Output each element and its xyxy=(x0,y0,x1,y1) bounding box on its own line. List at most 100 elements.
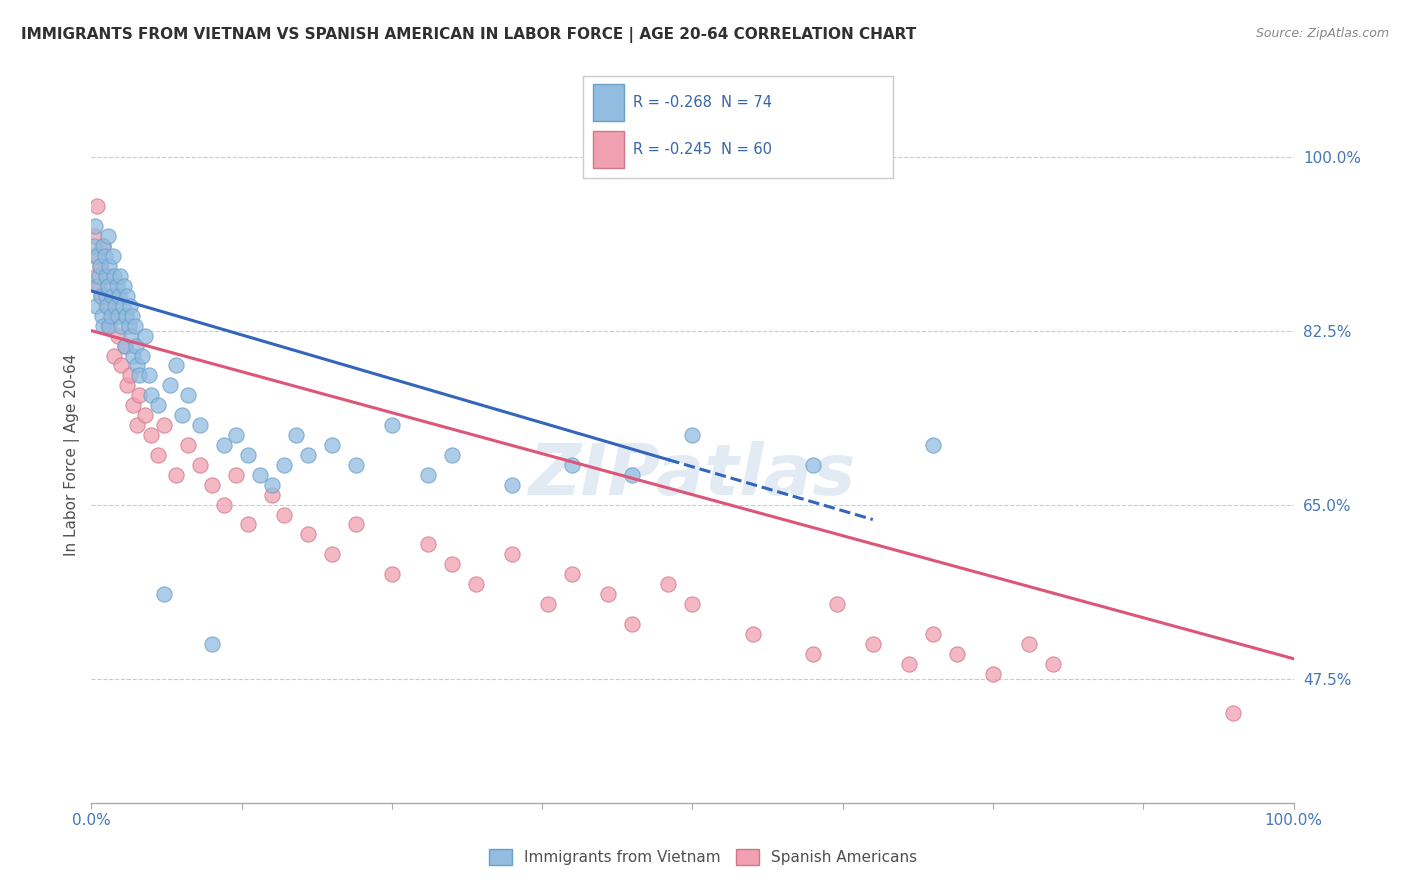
Point xyxy=(128,368,150,383)
Point xyxy=(114,338,136,352)
Point xyxy=(97,318,120,333)
Point xyxy=(152,587,174,601)
Point xyxy=(176,438,198,452)
Point xyxy=(561,567,583,582)
Point xyxy=(1222,706,1244,721)
FancyBboxPatch shape xyxy=(593,131,624,168)
Point xyxy=(93,239,115,253)
Point xyxy=(621,467,644,482)
Point xyxy=(134,408,156,422)
Point xyxy=(138,368,160,383)
Point xyxy=(681,428,703,442)
Point xyxy=(681,597,703,611)
Point xyxy=(125,359,148,373)
Point xyxy=(159,378,181,392)
Point xyxy=(101,309,124,323)
Point xyxy=(440,558,463,572)
Point xyxy=(84,249,107,263)
Point xyxy=(170,408,193,422)
Point xyxy=(273,458,295,472)
Point xyxy=(125,338,148,352)
Point xyxy=(416,537,439,551)
Point xyxy=(862,637,884,651)
Point xyxy=(94,289,117,303)
Point xyxy=(657,577,679,591)
Point xyxy=(124,318,146,333)
Point xyxy=(801,458,824,472)
Point xyxy=(981,666,1004,681)
Point xyxy=(93,239,115,253)
Point xyxy=(416,467,439,482)
Point xyxy=(321,438,343,452)
Point xyxy=(465,577,488,591)
Point xyxy=(537,597,560,611)
Point xyxy=(118,299,141,313)
Point xyxy=(561,458,583,472)
Point xyxy=(83,229,105,244)
Point xyxy=(97,279,120,293)
Point xyxy=(297,527,319,541)
Point xyxy=(94,299,117,313)
Point xyxy=(598,587,620,601)
Point xyxy=(118,318,141,333)
Point xyxy=(115,309,138,323)
Point xyxy=(86,279,108,293)
Point xyxy=(122,398,145,412)
Point xyxy=(117,289,139,303)
Point xyxy=(90,289,112,303)
Point xyxy=(922,438,945,452)
Point xyxy=(131,349,153,363)
Point xyxy=(165,467,187,482)
Point xyxy=(1042,657,1064,671)
Point xyxy=(91,309,114,323)
Point xyxy=(621,616,644,631)
Point xyxy=(501,477,523,491)
Point xyxy=(98,318,121,333)
Point xyxy=(236,517,259,532)
Text: R = -0.268  N = 74: R = -0.268 N = 74 xyxy=(633,95,772,110)
Point xyxy=(225,428,247,442)
Point xyxy=(104,289,127,303)
Point xyxy=(83,239,105,253)
Point xyxy=(897,657,920,671)
Point xyxy=(84,299,107,313)
Point xyxy=(200,637,222,651)
Point xyxy=(125,418,148,433)
Point xyxy=(110,318,132,333)
Point xyxy=(381,418,404,433)
Legend: Immigrants from Vietnam, Spanish Americans: Immigrants from Vietnam, Spanish America… xyxy=(482,843,924,871)
Point xyxy=(89,259,111,273)
Point xyxy=(188,418,211,433)
Point xyxy=(111,299,134,313)
Point xyxy=(103,268,125,283)
Point xyxy=(146,448,169,462)
Point xyxy=(89,259,111,273)
Point xyxy=(84,219,107,234)
Point xyxy=(93,249,115,263)
Text: IMMIGRANTS FROM VIETNAM VS SPANISH AMERICAN IN LABOR FORCE | AGE 20-64 CORRELATI: IMMIGRANTS FROM VIETNAM VS SPANISH AMERI… xyxy=(21,27,917,43)
Point xyxy=(440,448,463,462)
Point xyxy=(188,458,211,472)
Point xyxy=(120,328,142,343)
Point xyxy=(96,299,118,313)
Point xyxy=(103,349,125,363)
Point xyxy=(100,309,122,323)
Point xyxy=(176,388,198,402)
Point xyxy=(94,268,117,283)
Point xyxy=(297,448,319,462)
Point xyxy=(98,268,121,283)
Text: ZIPatlas: ZIPatlas xyxy=(529,442,856,510)
Point xyxy=(117,378,139,392)
Point xyxy=(260,488,283,502)
Point xyxy=(121,309,143,323)
Point xyxy=(146,398,169,412)
Point xyxy=(152,418,174,433)
Point xyxy=(922,627,945,641)
Point xyxy=(87,268,110,283)
Point xyxy=(344,458,367,472)
Point xyxy=(101,249,124,263)
Point xyxy=(93,318,115,333)
Point xyxy=(249,467,271,482)
Point xyxy=(128,388,150,402)
Point xyxy=(107,309,129,323)
